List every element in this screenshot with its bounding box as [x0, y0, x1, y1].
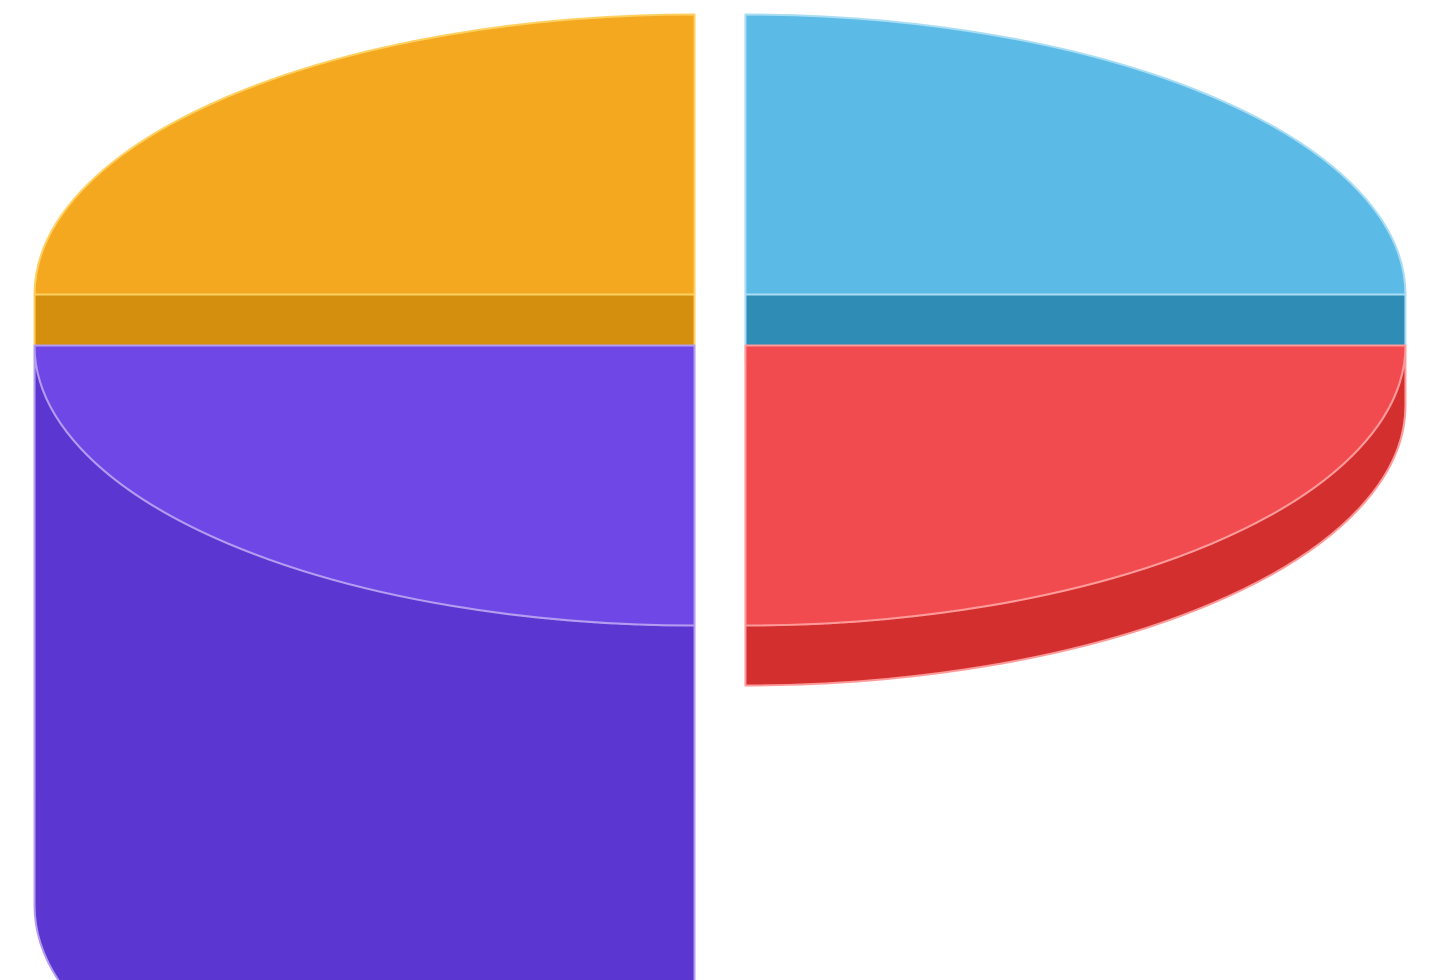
pie-slice-blue [745, 15, 1405, 365]
pie-slice-purple [35, 345, 695, 980]
pie-3d-chart [0, 0, 1455, 980]
pie-slice-red [745, 345, 1405, 685]
